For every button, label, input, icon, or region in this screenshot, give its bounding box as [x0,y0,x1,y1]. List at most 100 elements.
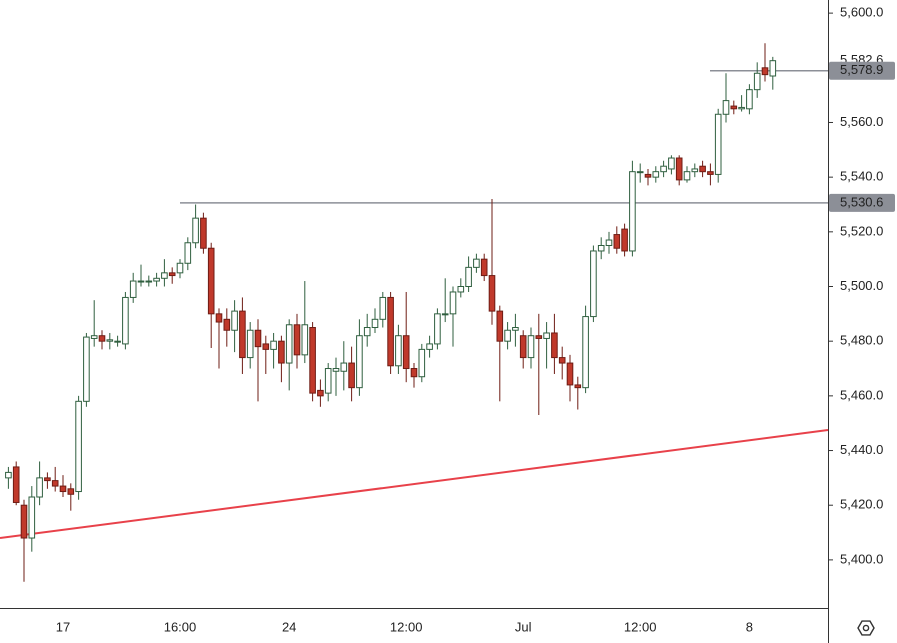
candle-body [90,335,98,339]
candle-body [59,485,67,493]
settings-icon[interactable] [857,620,875,636]
candle-body [239,310,246,359]
candle-body [457,286,465,293]
candle-body [371,318,379,329]
y-tick-label: 5,400.0 [840,551,883,566]
candle-body [683,171,691,181]
candle-body [722,100,730,115]
candle-body [769,60,777,77]
candle-body [129,280,137,298]
candle-body [106,339,114,342]
y-tick-label: 5,600.0 [840,5,883,20]
candle-body [293,324,301,356]
candle-body [597,244,605,252]
candle-body [574,384,582,389]
candle-body [36,477,43,498]
dot [862,624,870,632]
candle-body [231,310,238,331]
y-tick-label: 5,520.0 [840,223,883,238]
candle-body [114,340,121,343]
y-tick-label: 5,420.0 [840,497,883,512]
candle-body [527,335,535,359]
candle-body [145,280,153,283]
candle-body [652,171,660,178]
candle-body [192,217,199,244]
hexagon [857,620,875,636]
candle-body [730,105,738,110]
candle-body [519,335,527,359]
candle-body [675,157,683,181]
level-label: 5,530.6 [840,194,883,209]
candle-body [746,89,753,110]
candle-body [122,296,129,345]
x-tick-label: 8 [746,619,753,634]
candle-body [434,313,441,345]
candle-body [488,275,496,312]
candle-body [621,228,628,252]
candle-body [67,488,75,495]
candle-body [535,335,543,339]
x-tick-label: 16:00 [164,619,197,634]
candle-body [348,362,355,389]
candle-body [12,466,20,503]
candle-body [465,266,472,288]
x-tick-label: 12:00 [390,619,423,634]
candle-body [168,272,176,277]
candle-body [356,335,363,389]
candle-body [753,72,761,91]
level-label: 5,578.9 [840,62,883,77]
candle-body [98,335,106,342]
candle-body [449,291,457,315]
candle-body [387,296,394,367]
y-tick-label: 5,480.0 [840,333,883,348]
candle-body [426,343,433,350]
candle-body [176,262,184,274]
candle-body [207,247,215,315]
candle-body [473,258,480,268]
candle-body [254,329,262,348]
candle-body [636,171,644,174]
candle-body [184,242,192,264]
candle-body [309,327,316,394]
level-box [829,193,895,212]
candle-body [738,106,745,110]
y-tick-label: 5,540.0 [840,169,883,184]
x-tick-label: 12:00 [624,619,657,634]
trendline [0,429,829,540]
candle-body [707,171,714,175]
candle-body [340,362,348,372]
x-tick-label: Jul [515,619,532,634]
candle-body [301,324,309,356]
y-tick-label: 5,500.0 [840,278,883,293]
candle-body [629,171,636,252]
candle-body [582,316,589,389]
candle-body [558,357,566,364]
candle-body [402,335,410,370]
candle-body [613,234,621,249]
candle-body [543,332,550,339]
candle-body [324,368,332,394]
candle-body [590,250,597,318]
y-tick-label: 5,460.0 [840,387,883,402]
candle-body [605,239,613,246]
candle-body [285,324,293,364]
candle-body [5,471,12,479]
candle-body [512,327,519,331]
candle-body [551,332,558,359]
y-tick-label: 5,440.0 [840,442,883,457]
candle-body [644,173,652,178]
candle-body [714,113,722,175]
candle-body [496,310,504,342]
candle-body [246,329,254,359]
candle-body [278,340,285,364]
candle-body [480,258,488,277]
candle-body [20,504,28,539]
candle-body [223,318,231,331]
candle-body [379,296,387,320]
candle-body [137,280,145,283]
candle-body [153,277,160,282]
candle-body [161,272,168,279]
x-tick-label: 17 [56,619,70,634]
candle-body [566,362,574,386]
